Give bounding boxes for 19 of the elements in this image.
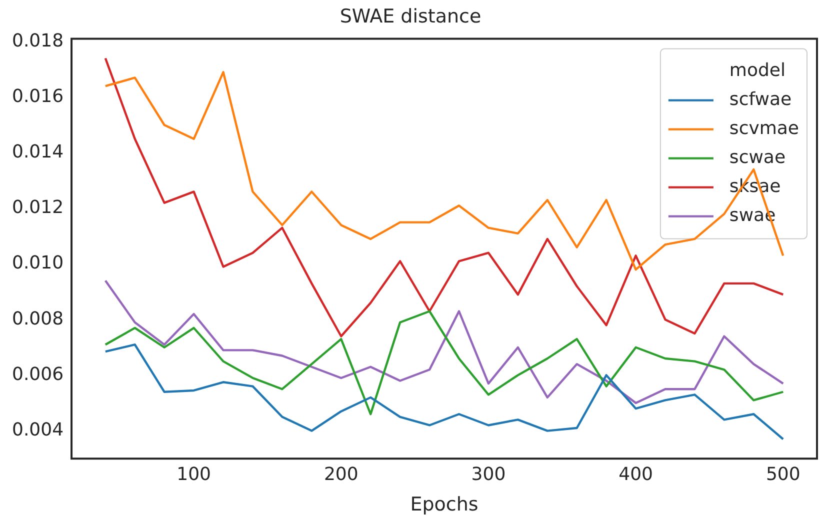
legend-label: scfwae bbox=[729, 88, 792, 110]
x-tick-label: 100 bbox=[176, 464, 211, 486]
y-tick-label: 0.012 bbox=[12, 197, 64, 218]
x-tick-label: 500 bbox=[766, 464, 800, 486]
y-tick-label: 0.018 bbox=[12, 30, 64, 52]
y-tick-label: 0.014 bbox=[12, 141, 64, 162]
x-tick-label: 400 bbox=[618, 464, 653, 486]
chart-title: SWAE distance bbox=[340, 5, 482, 28]
y-tick-label: 0.010 bbox=[12, 252, 64, 274]
y-tick-label: 0.016 bbox=[12, 86, 64, 107]
y-tick-label: 0.008 bbox=[12, 308, 64, 330]
y-tick-label: 0.006 bbox=[12, 364, 64, 385]
x-tick-label: 200 bbox=[324, 464, 358, 486]
legend-label: scwae bbox=[729, 146, 786, 168]
x-tick-label: 300 bbox=[471, 464, 506, 486]
legend-title: model bbox=[729, 60, 786, 81]
x-axis-title: Epochs bbox=[410, 494, 478, 516]
legend-label: scvmae bbox=[729, 118, 800, 139]
y-tick-label: 0.004 bbox=[12, 419, 64, 440]
